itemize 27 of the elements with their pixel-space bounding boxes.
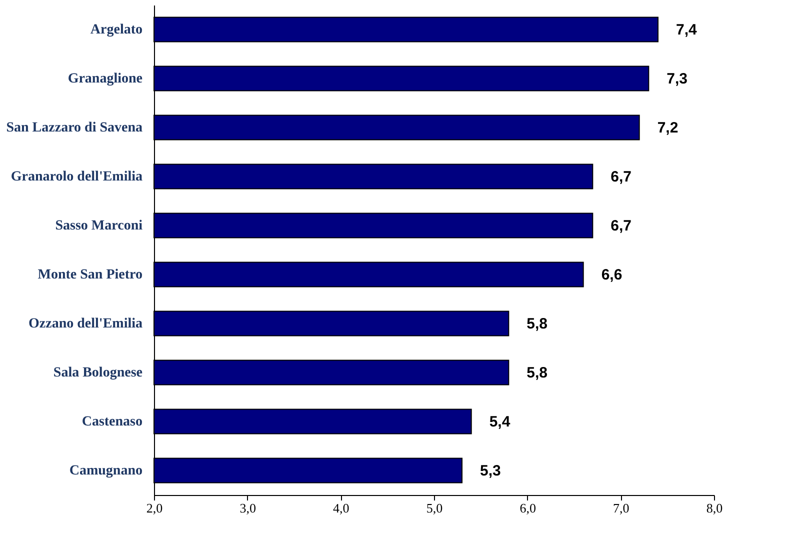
x-tick-label: 8,0 — [706, 500, 723, 516]
data-label: 5,8 — [526, 364, 548, 382]
x-tick-label: 7,0 — [613, 500, 630, 516]
data-label: 6,7 — [610, 218, 632, 234]
y-tick-label: Argelato — [90, 22, 142, 38]
data-label: 7,3 — [666, 70, 688, 88]
x-tick-label: 3,0 — [240, 500, 256, 516]
data-label: 6,7 — [610, 168, 632, 186]
x-tick-label: 4,0 — [333, 500, 350, 516]
data-label: 7,2 — [657, 120, 678, 136]
data-label: 5,8 — [526, 316, 548, 332]
y-tick-label: Camugnano — [69, 464, 142, 478]
data-label: 7,4 — [676, 22, 698, 38]
x-tick-label: 2,0 — [146, 500, 163, 516]
y-tick-label: Castenaso — [82, 414, 142, 430]
y-tick-label: Ozzano dell'Emilia — [28, 316, 142, 332]
y-tick-label: Granaglione — [68, 72, 142, 86]
data-label: 5,3 — [480, 462, 501, 480]
y-tick-label: Monte San Pietro — [38, 268, 142, 282]
data-label: 6,6 — [601, 266, 622, 284]
y-tick-label: Sasso Marconi — [55, 218, 143, 234]
y-tick-label: Granarolo dell'Emilia — [10, 170, 142, 184]
y-tick-label: Sala Bolognese — [53, 366, 142, 380]
data-label: 5,4 — [489, 414, 511, 430]
y-tick-label: San Lazzaro di Savena — [6, 120, 142, 136]
x-tick-label: 6,0 — [520, 500, 536, 516]
x-tick-label: 5,0 — [426, 500, 443, 516]
